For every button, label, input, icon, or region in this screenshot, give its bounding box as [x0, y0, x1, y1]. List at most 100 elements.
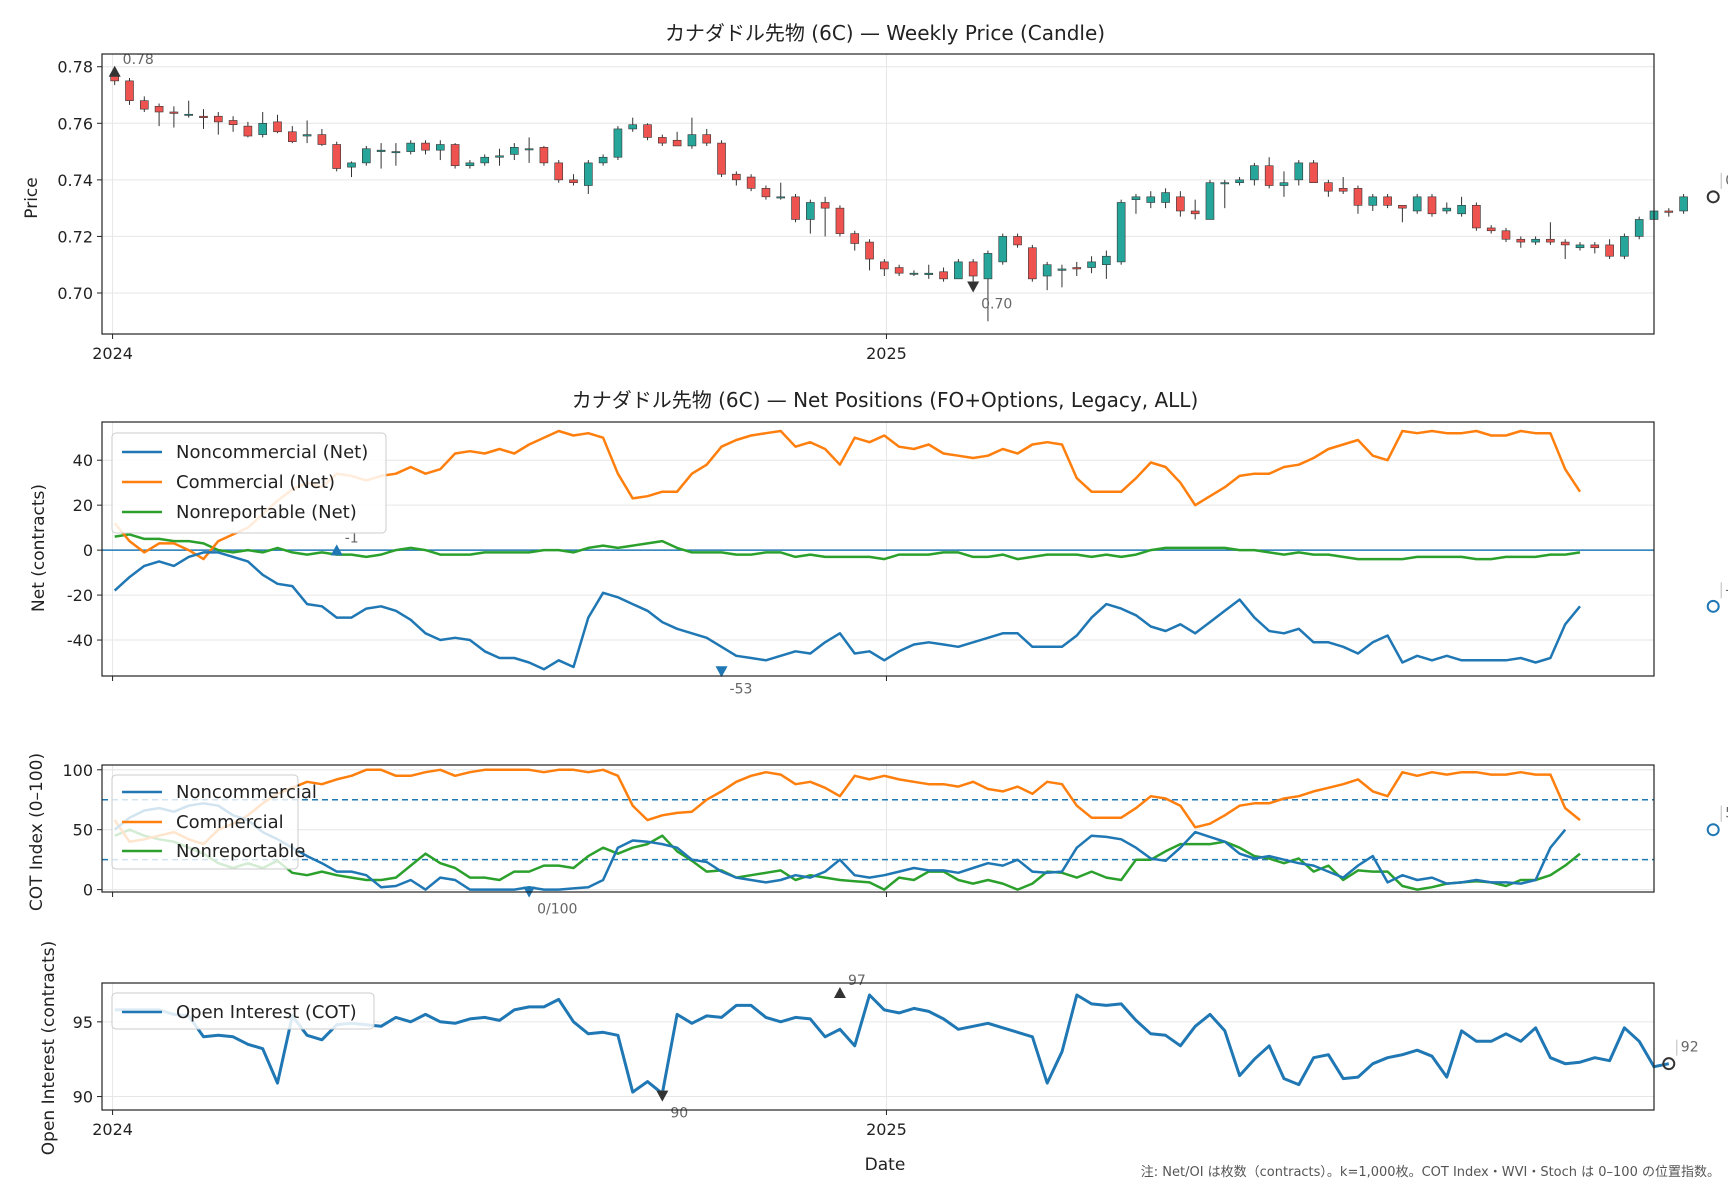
candle-body: [125, 80, 134, 101]
candle: [598, 154, 608, 166]
cot-grid: [102, 765, 1654, 892]
candle: [776, 182, 786, 200]
net-annotations: -1 -53 -25: [330, 530, 1728, 697]
cot-y-ticks: 0 50 100: [62, 761, 102, 900]
candle-body: [139, 100, 149, 110]
price-max-marker: [108, 65, 121, 77]
candle: [1161, 188, 1170, 209]
candle-body: [376, 149, 386, 152]
candle-body: [243, 125, 253, 137]
candle: [1368, 194, 1378, 211]
candle-body: [835, 207, 845, 234]
candle: [1457, 196, 1466, 217]
oi-xtick-label: 2024: [92, 1120, 133, 1139]
price-grid: [102, 54, 1654, 334]
candle-body: [1383, 196, 1392, 206]
candle-body: [820, 202, 830, 209]
candle-body: [791, 196, 800, 220]
candle-body: [1250, 165, 1259, 181]
price-y-axis-label: Price: [22, 177, 42, 218]
candle: [554, 160, 564, 183]
candle-body: [1294, 162, 1304, 181]
oi-axes-frame: [101, 982, 1655, 1111]
candle: [643, 123, 652, 141]
candle-body: [1679, 196, 1688, 212]
candle-body: [199, 115, 208, 118]
candle: [1146, 191, 1156, 209]
candle-body: [1368, 196, 1378, 206]
candle: [421, 140, 430, 155]
cot-ytick-label: 50: [73, 821, 93, 840]
net-annotation-label: -53: [730, 681, 753, 697]
candle: [806, 199, 815, 234]
cot-legend-label-commercial: Commercial: [176, 812, 284, 833]
candle-body: [1057, 268, 1067, 271]
candle: [347, 161, 356, 178]
candle: [1042, 261, 1052, 291]
candle-body: [1634, 219, 1644, 237]
candle-body: [1205, 182, 1215, 220]
oi-ytick-label: 95: [73, 1013, 93, 1032]
candle-body: [628, 124, 638, 130]
net-legend-label-nonreportable: Nonreportable (Net): [176, 502, 357, 523]
price-last-marker: [1706, 190, 1720, 204]
candle: [1205, 179, 1215, 220]
candle: [539, 145, 549, 166]
price-panel-title: カナダドル先物 (6C) — Weekly Price (Candle): [665, 21, 1105, 45]
price-annotation-label: 0.70: [981, 297, 1012, 313]
candle: [332, 141, 342, 172]
net-last-marker: [1706, 599, 1720, 613]
oi-max-marker: [833, 986, 846, 998]
candle: [436, 140, 445, 161]
candle: [1546, 222, 1555, 245]
candle-body: [1353, 188, 1363, 206]
candle-body: [480, 156, 490, 164]
candle: [1324, 179, 1333, 197]
candle-body: [436, 144, 445, 151]
candle-body: [776, 196, 786, 199]
oi-legend-label: Open Interest (COT): [176, 1002, 357, 1023]
candle: [480, 154, 490, 166]
candle-body: [924, 272, 934, 275]
candle-body: [554, 162, 564, 181]
net-panel: カナダドル先物 (6C) — Net Positions (FO+Options…: [29, 388, 1728, 697]
candle-body: [391, 151, 401, 154]
candle-body: [672, 139, 682, 147]
candle-body: [968, 261, 978, 277]
candle: [658, 134, 667, 146]
candle: [1116, 199, 1126, 265]
candle-body: [510, 147, 519, 155]
price-annotations: 0.78 0.70 0.73: [108, 52, 1728, 313]
candle: [1131, 194, 1141, 214]
candle-body: [1131, 196, 1141, 200]
candle-body: [154, 106, 164, 113]
oi-annotation-label: 92: [1681, 1040, 1699, 1056]
candle-body: [1235, 179, 1244, 183]
candle-body: [1427, 196, 1437, 215]
candle: [613, 126, 623, 161]
price-ytick-label: 0.74: [57, 171, 93, 190]
candle: [569, 174, 578, 186]
net-axes-frame: [101, 421, 1655, 677]
candle: [746, 174, 756, 192]
candle: [1501, 227, 1511, 243]
candle: [732, 171, 741, 186]
candle-body: [1264, 165, 1274, 186]
candle: [1590, 242, 1600, 254]
candle: [983, 250, 993, 322]
candle: [791, 194, 800, 223]
candle-body: [1087, 261, 1096, 268]
net-min-marker: [715, 666, 728, 678]
candle-body: [1042, 264, 1052, 277]
candle-body: [184, 113, 193, 116]
candle-body: [1072, 267, 1082, 270]
candle-body: [258, 122, 267, 135]
candle: [273, 114, 282, 134]
candle-body: [584, 162, 593, 186]
candle: [125, 78, 134, 105]
candle: [362, 145, 371, 166]
candle: [1294, 160, 1304, 186]
candle: [865, 239, 874, 271]
candle-body: [1546, 238, 1555, 243]
candle: [1087, 256, 1096, 274]
